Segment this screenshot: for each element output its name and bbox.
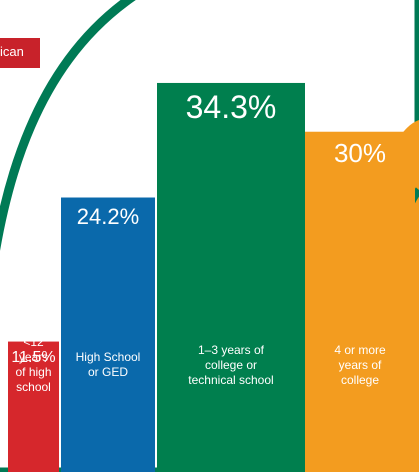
value-label-2: 34.3%	[185, 88, 277, 125]
category-label-2: 1–3 years of college or technical school	[157, 343, 305, 388]
category-label-line: years	[18, 350, 49, 364]
value-label-1: 24.2%	[76, 203, 140, 229]
value-label-0: 11.5%	[11, 348, 56, 366]
category-label-line: or GED	[87, 365, 128, 379]
category-label-3: 4 or more years of college	[305, 343, 415, 388]
ribbon-text: ican	[0, 44, 24, 59]
bar-3	[305, 131, 415, 472]
category-label-1: High School or GED	[61, 350, 155, 380]
category-label-line: college	[340, 372, 380, 387]
category-label-line: 4 or more	[334, 342, 386, 357]
category-label-line: technical school	[188, 372, 274, 387]
category-label-line: <12	[23, 335, 44, 349]
category-label-line: of high	[15, 365, 52, 379]
red-ribbon	[0, 38, 40, 68]
category-label-line: 1–3 years of	[197, 342, 265, 357]
bar-2	[157, 82, 305, 472]
category-label-line: college or	[204, 357, 258, 372]
bar-0	[8, 341, 59, 472]
category-label-line: High School	[75, 350, 141, 364]
category-label-line: years of	[338, 357, 382, 372]
bar-1	[61, 197, 155, 472]
category-label-line: school	[16, 380, 51, 394]
category-label-0: <12 years of high school	[8, 335, 59, 395]
value-label-3: 30%	[333, 137, 387, 168]
